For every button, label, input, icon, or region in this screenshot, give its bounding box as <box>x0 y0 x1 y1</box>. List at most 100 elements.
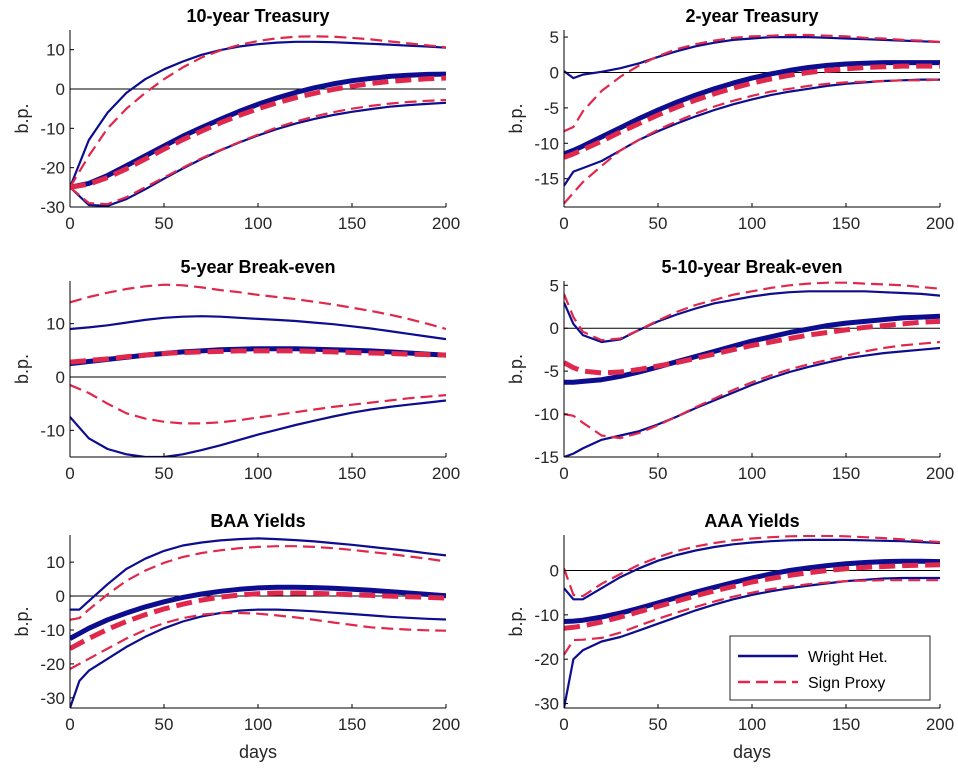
series-line-wright-estimate <box>564 60 940 157</box>
x-tick-label: 150 <box>832 214 860 233</box>
series-line-sign-estimate <box>564 562 940 631</box>
legend-label-1: Wright Het. <box>808 649 888 666</box>
chart-panel-6: 0 50 100 150 200 -30 -20 -10 0 AAA Yields b.p. days <box>506 511 954 762</box>
chart-panel-2: 0 50 100 150 200 -15 -10 -5 0 5 2-year Treasury b.p… <box>506 6 954 233</box>
x-tick-label: 50 <box>649 715 668 734</box>
series-line-wright-lower <box>70 399 446 457</box>
y-tick-label: -10 <box>534 606 559 625</box>
series-line-sign-lower <box>70 611 446 670</box>
chart-title: 5-year Break-even <box>180 257 335 277</box>
y-tick-label: -15 <box>534 170 559 189</box>
chart-panel-4: 0 50 100 150 200 -15 -10 -5 0 5 5-10-year Break-ev… <box>506 257 954 483</box>
series-line-sign-estimate <box>70 75 446 190</box>
series-line-wright-lower <box>564 576 940 708</box>
y-tick-label: 10 <box>46 315 65 334</box>
x-tick-label: 200 <box>926 715 954 734</box>
series-line-wright-upper <box>564 538 940 601</box>
legend: Wright Het. Sign Proxy <box>729 635 931 701</box>
series-group <box>70 283 446 457</box>
chart-panel-5: 0 50 100 150 200 -30 -20 -10 0 10 BAA Yields b.p. da… <box>12 511 460 762</box>
series-line-wright-upper <box>564 36 940 80</box>
series-line-sign-estimate <box>564 318 940 376</box>
series-group <box>564 33 940 205</box>
series-line-wright-lower <box>70 608 446 708</box>
y-tick-label: -30 <box>40 689 65 708</box>
x-tick-label: 50 <box>649 214 668 233</box>
x-tick-label: 0 <box>65 715 74 734</box>
series-line-sign-lower <box>70 98 446 206</box>
series-line-sign-lower <box>564 340 940 440</box>
chart-title: BAA Yields <box>210 511 305 531</box>
series-line-sign-lower <box>70 383 446 425</box>
x-tick-label: 200 <box>432 464 460 483</box>
series-line-sign-upper <box>564 535 940 598</box>
x-tick-label: 200 <box>926 464 954 483</box>
x-tick-label: 200 <box>926 214 954 233</box>
series-line-wright-upper <box>70 315 446 341</box>
chart-panel-3: 0 50 100 150 200 -10 0 10 5-year Break-even b.p. <box>12 257 460 483</box>
x-tick-label: 150 <box>832 464 860 483</box>
x-axis-label: days <box>733 742 771 762</box>
y-tick-label: -30 <box>40 198 65 217</box>
x-tick-label: 0 <box>65 464 74 483</box>
series-line-sign-upper <box>564 33 940 133</box>
x-tick-label: 100 <box>738 464 766 483</box>
x-tick-label: 0 <box>559 464 568 483</box>
y-axis-label: b.p. <box>506 103 526 133</box>
chart-title: 10-year Treasury <box>186 6 329 26</box>
x-tick-label: 100 <box>738 715 766 734</box>
y-tick-label: 10 <box>46 553 65 572</box>
y-axis-label: b.p. <box>12 606 32 636</box>
x-tick-label: 100 <box>244 464 272 483</box>
series-group <box>70 35 446 207</box>
series-line-wright-estimate <box>564 558 940 624</box>
series-line-wright-upper <box>70 40 446 188</box>
x-tick-label: 150 <box>832 715 860 734</box>
x-tick-label: 0 <box>559 214 568 233</box>
series-line-sign-lower <box>564 579 940 656</box>
y-tick-label: 5 <box>550 276 559 295</box>
x-tick-label: 100 <box>244 715 272 734</box>
x-tick-label: 50 <box>649 464 668 483</box>
y-tick-label: -20 <box>40 655 65 674</box>
x-tick-label: 150 <box>338 464 366 483</box>
series-line-wright-estimate <box>70 584 446 641</box>
y-tick-label: -10 <box>40 119 65 138</box>
y-tick-label: 0 <box>56 80 65 99</box>
chart-title: 5-10-year Break-even <box>661 257 842 277</box>
y-tick-label: 0 <box>550 63 559 82</box>
y-axis-label: b.p. <box>12 103 32 133</box>
x-tick-label: 200 <box>432 214 460 233</box>
x-tick-label: 100 <box>738 214 766 233</box>
legend-box <box>729 635 931 701</box>
x-tick-label: 0 <box>559 715 568 734</box>
x-tick-label: 100 <box>244 214 272 233</box>
chart-title: AAA Yields <box>704 511 799 531</box>
series-line-sign-upper <box>70 283 446 331</box>
y-tick-label: -10 <box>534 405 559 424</box>
y-tick-label: 0 <box>550 561 559 580</box>
series-line-sign-estimate <box>70 590 446 651</box>
series-group <box>564 281 940 457</box>
x-tick-label: 50 <box>155 214 174 233</box>
series-group <box>70 537 446 708</box>
x-tick-label: 0 <box>65 214 74 233</box>
y-tick-label: 10 <box>46 41 65 60</box>
x-axis-label: days <box>239 742 277 762</box>
x-tick-label: 200 <box>432 715 460 734</box>
series-line-sign-upper <box>564 281 940 342</box>
y-tick-label: 0 <box>56 368 65 387</box>
series-line-sign-estimate <box>564 63 940 160</box>
y-axis-label: b.p. <box>506 606 526 636</box>
y-tick-label: 5 <box>550 28 559 47</box>
y-tick-label: -10 <box>40 621 65 640</box>
chart-title: 2-year Treasury <box>685 6 818 26</box>
y-axis-label: b.p. <box>12 354 32 384</box>
legend-label-2: Sign Proxy <box>808 675 885 692</box>
series-line-wright-lower <box>70 101 446 207</box>
series-line-wright-upper <box>564 290 940 344</box>
x-tick-label: 50 <box>155 715 174 734</box>
y-tick-label: -5 <box>544 99 559 118</box>
series-line-wright-upper <box>70 537 446 611</box>
